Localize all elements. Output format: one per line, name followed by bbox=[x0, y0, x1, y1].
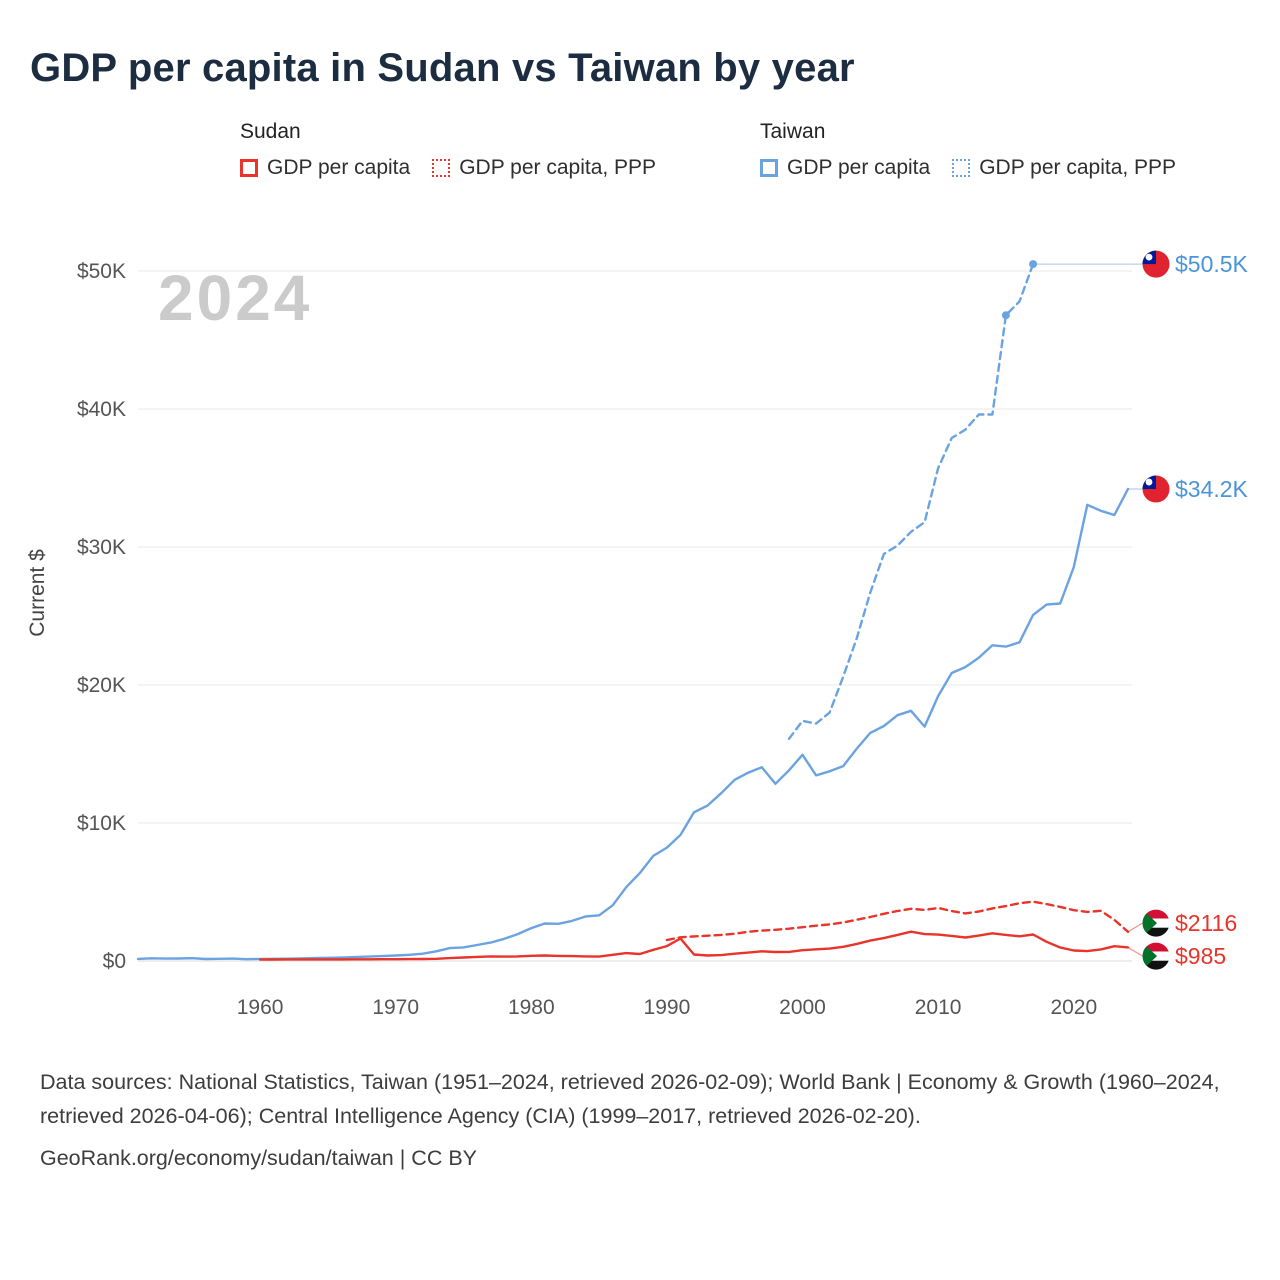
x-tick-label: 2000 bbox=[779, 996, 826, 1019]
series-marker-taiwan-gdp-ppp bbox=[1001, 311, 1010, 320]
legend-swatch-taiwan-gdp-icon bbox=[760, 159, 778, 177]
sudan-flag-black-stripe bbox=[1142, 927, 1170, 937]
end-label-sudan-gdp: $985 bbox=[1175, 943, 1226, 969]
y-tick-label: $40K bbox=[77, 398, 126, 421]
end-label-taiwan-gdp-ppp: $50.5K bbox=[1175, 251, 1249, 277]
legend-item-label: GDP per capita bbox=[787, 156, 931, 179]
legend-group-sudan: Sudan GDP per capita GDP per capita, PPP bbox=[240, 120, 656, 180]
series-line-sudan-gdp-ppp bbox=[665, 900, 1130, 942]
page-title: GDP per capita in Sudan vs Taiwan by yea… bbox=[30, 46, 855, 90]
y-tick-label: $20K bbox=[77, 674, 126, 697]
legend-group-taiwan: Taiwan GDP per capita GDP per capita, PP… bbox=[760, 120, 1176, 180]
x-tick-label: 2020 bbox=[1050, 996, 1097, 1019]
series-line-taiwan-gdp bbox=[136, 487, 1130, 961]
legend-swatch-sudan-gdp-icon bbox=[240, 159, 258, 177]
sudan-flag-black-stripe bbox=[1142, 960, 1170, 970]
y-axis-label: Current $ bbox=[26, 549, 49, 637]
legend-row-taiwan: GDP per capita GDP per capita, PPP bbox=[760, 156, 1176, 180]
sudan-flag-triangle bbox=[1142, 909, 1157, 937]
taiwan-flag-sun bbox=[1145, 478, 1153, 486]
legend-item-sudan-gdp-ppp[interactable]: GDP per capita, PPP bbox=[432, 156, 656, 180]
legend-item-taiwan-gdp-ppp[interactable]: GDP per capita, PPP bbox=[952, 156, 1176, 180]
sudan-flag-red-stripe bbox=[1142, 909, 1170, 919]
sudan-flag-red-stripe bbox=[1142, 942, 1170, 952]
legend-swatch-sudan-ppp-icon bbox=[432, 159, 451, 177]
y-tick-label: $0 bbox=[103, 950, 126, 973]
series-line-taiwan-gdp-ppp bbox=[787, 262, 1035, 740]
y-tick-label: $50K bbox=[77, 260, 126, 283]
y-tick-label: $10K bbox=[77, 812, 126, 835]
end-connector-sudan-gdp-ppp bbox=[1127, 922, 1143, 933]
x-tick-label: 1960 bbox=[237, 996, 284, 1019]
legend-row-sudan: GDP per capita GDP per capita, PPP bbox=[240, 156, 656, 180]
legend-group-sudan-label: Sudan bbox=[240, 120, 301, 143]
x-tick-label: 1980 bbox=[508, 996, 555, 1019]
legend-item-label: GDP per capita, PPP bbox=[979, 156, 1177, 179]
sudan-flag-triangle bbox=[1142, 942, 1157, 970]
legend-item-label: GDP per capita bbox=[267, 156, 411, 179]
sudan-flag-icon bbox=[1142, 942, 1170, 970]
taiwan-flag-icon bbox=[1142, 475, 1170, 503]
chart-canvas[interactable]: $0 $10K $20K $30K $40K $50K 1960 1970 1980 1990 20… bbox=[0, 228, 1280, 1040]
footer: Data sources: National Statistics, Taiwa… bbox=[40, 1066, 1220, 1176]
taiwan-flag-sun bbox=[1145, 253, 1153, 261]
end-label-sudan-gdp-ppp: $2116 bbox=[1175, 910, 1237, 936]
end-label-taiwan-gdp: $34.2K bbox=[1175, 476, 1249, 502]
x-tick-label: 1990 bbox=[644, 996, 691, 1019]
series-line-sudan-gdp bbox=[258, 930, 1130, 961]
end-connector-sudan-gdp bbox=[1127, 946, 1143, 957]
attribution-text: GeoRank.org/economy/sudan/taiwan | CC BY bbox=[40, 1146, 478, 1171]
legend-item-taiwan-gdp[interactable]: GDP per capita bbox=[760, 156, 930, 180]
sudan-flag-icon bbox=[1142, 909, 1170, 937]
legend-group-taiwan-label: Taiwan bbox=[760, 120, 826, 143]
data-sources-text: Data sources: National Statistics, Taiwa… bbox=[40, 1070, 1220, 1128]
legend-swatch-taiwan-ppp-icon bbox=[952, 159, 971, 177]
legend-item-label: GDP per capita, PPP bbox=[459, 156, 657, 179]
legend-item-sudan-gdp[interactable]: GDP per capita bbox=[240, 156, 410, 180]
x-tick-label: 1970 bbox=[372, 996, 419, 1019]
taiwan-flag-icon bbox=[1142, 250, 1170, 278]
watermark-year: 2024 bbox=[158, 262, 312, 334]
y-tick-label: $30K bbox=[77, 536, 126, 559]
x-tick-label: 2010 bbox=[915, 996, 962, 1019]
